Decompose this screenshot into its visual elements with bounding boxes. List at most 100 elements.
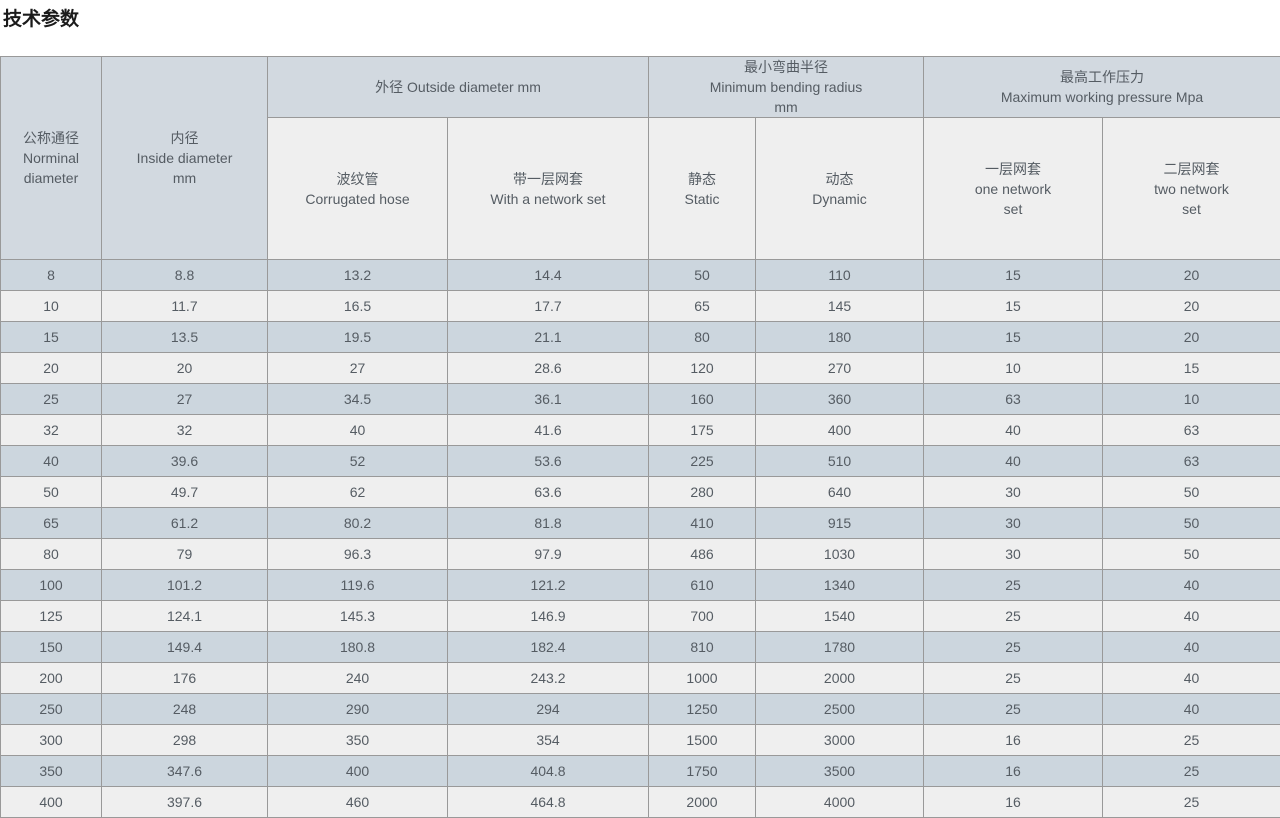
- table-row: 250 248 290 294 1250 2500 25 40: [0, 693, 1280, 725]
- table-row: 20 20 27 28.6 120 270 10 15: [0, 352, 1280, 384]
- table-row: 8 8.8 13.2 14.4 50 110 15 20: [0, 259, 1280, 291]
- table-cell: 20: [1101, 290, 1280, 322]
- table-cell: 149.4: [101, 631, 268, 663]
- table-cell: 397.6: [101, 786, 268, 818]
- table-cell: 40: [923, 414, 1103, 446]
- table-cell: 110: [755, 259, 924, 291]
- table-cell: 180: [755, 321, 924, 353]
- table-cell: 100: [0, 569, 102, 601]
- table-cell: 15: [0, 321, 102, 353]
- table-cell: 101.2: [101, 569, 268, 601]
- table-cell: 3000: [755, 724, 924, 756]
- table-row: 80 79 96.3 97.9 486 1030 30 50: [0, 538, 1280, 570]
- table-cell: 640: [755, 476, 924, 508]
- table-cell: 79: [101, 538, 268, 570]
- table-row: 25 27 34.5 36.1 160 360 63 10: [0, 383, 1280, 415]
- table-cell: 40: [267, 414, 448, 446]
- table-cell: 250: [0, 693, 102, 725]
- table-cell: 400: [0, 786, 102, 818]
- table-cell: 160: [648, 383, 756, 415]
- table-row: 50 49.7 62 63.6 280 640 30 50: [0, 476, 1280, 508]
- table-cell: 10: [1101, 383, 1280, 415]
- table-row: 32 32 40 41.6 175 400 40 63: [0, 414, 1280, 446]
- header-row-groups: 公称通径 Norminal diameter 内径 Inside diamete…: [0, 56, 1280, 260]
- table-row: 15 13.5 19.5 21.1 80 180 15 20: [0, 321, 1280, 353]
- table-cell: 810: [648, 631, 756, 663]
- table-cell: 97.9: [447, 538, 649, 570]
- table-row: 10 11.7 16.5 17.7 65 145 15 20: [0, 290, 1280, 322]
- table-cell: 20: [0, 352, 102, 384]
- col-header-static: 静态 Static: [648, 117, 756, 260]
- table-cell: 63: [1101, 414, 1280, 446]
- col-group-outside-diameter: 外径 Outside diameter mm: [267, 56, 649, 118]
- table-cell: 21.1: [447, 321, 649, 353]
- col-header-nominal-diameter: 公称通径 Norminal diameter: [0, 56, 102, 260]
- table-cell: 41.6: [447, 414, 649, 446]
- table-cell: 20: [1101, 321, 1280, 353]
- table-cell: 510: [755, 445, 924, 477]
- table-cell: 52: [267, 445, 448, 477]
- table-cell: 40: [0, 445, 102, 477]
- col-header-dynamic: 动态 Dynamic: [755, 117, 924, 260]
- table-cell: 40: [923, 445, 1103, 477]
- table-cell: 96.3: [267, 538, 448, 570]
- table-cell: 63.6: [447, 476, 649, 508]
- table-cell: 4000: [755, 786, 924, 818]
- table-cell: 14.4: [447, 259, 649, 291]
- table-cell: 300: [0, 724, 102, 756]
- table-cell: 40: [1101, 693, 1280, 725]
- table-cell: 20: [101, 352, 268, 384]
- table-cell: 63: [1101, 445, 1280, 477]
- table-cell: 17.7: [447, 290, 649, 322]
- table-cell: 20: [1101, 259, 1280, 291]
- table-cell: 39.6: [101, 445, 268, 477]
- table-cell: 294: [447, 693, 649, 725]
- table-row: 150 149.4 180.8 182.4 810 1780 25 40: [0, 631, 1280, 663]
- table-cell: 16: [923, 755, 1103, 787]
- table-row: 350 347.6 400 404.8 1750 3500 16 25: [0, 755, 1280, 787]
- table-cell: 40: [1101, 662, 1280, 694]
- table-cell: 350: [0, 755, 102, 787]
- table-cell: 400: [755, 414, 924, 446]
- table-cell: 145.3: [267, 600, 448, 632]
- table-row: 300 298 350 354 1500 3000 16 25: [0, 724, 1280, 756]
- table-cell: 30: [923, 538, 1103, 570]
- page-title: 技术参数: [3, 9, 80, 30]
- table-cell: 25: [1101, 724, 1280, 756]
- table-cell: 182.4: [447, 631, 649, 663]
- table-cell: 700: [648, 600, 756, 632]
- table-cell: 30: [923, 507, 1103, 539]
- col-header-two-network-set: 二层网套 two network set: [1101, 117, 1280, 260]
- table-cell: 10: [923, 352, 1103, 384]
- table-cell: 27: [267, 352, 448, 384]
- table-cell: 50: [0, 476, 102, 508]
- table-cell: 36.1: [447, 383, 649, 415]
- table-cell: 25: [923, 693, 1103, 725]
- col-header-corrugated-hose: 波纹管 Corrugated hose: [267, 117, 448, 260]
- table-cell: 410: [648, 507, 756, 539]
- table-cell: 81.8: [447, 507, 649, 539]
- col-header-inside-diameter: 内径 Inside diameter mm: [101, 56, 268, 260]
- table-cell: 354: [447, 724, 649, 756]
- table-cell: 1540: [755, 600, 924, 632]
- table-cell: 25: [923, 569, 1103, 601]
- table-cell: 270: [755, 352, 924, 384]
- table-cell: 240: [267, 662, 448, 694]
- table-cell: 53.6: [447, 445, 649, 477]
- table-cell: 32: [101, 414, 268, 446]
- table-cell: 49.7: [101, 476, 268, 508]
- table-cell: 119.6: [267, 569, 448, 601]
- table-cell: 150: [0, 631, 102, 663]
- table-row: 40 39.6 52 53.6 225 510 40 63: [0, 445, 1280, 477]
- table-cell: 1500: [648, 724, 756, 756]
- table-cell: 120: [648, 352, 756, 384]
- table-row: 200 176 240 243.2 1000 2000 25 40: [0, 662, 1280, 694]
- table-cell: 65: [648, 290, 756, 322]
- table-cell: 486: [648, 538, 756, 570]
- table-cell: 2000: [755, 662, 924, 694]
- table-cell: 27: [101, 383, 268, 415]
- table-cell: 610: [648, 569, 756, 601]
- table-cell: 347.6: [101, 755, 268, 787]
- table-cell: 464.8: [447, 786, 649, 818]
- table-cell: 25: [1101, 755, 1280, 787]
